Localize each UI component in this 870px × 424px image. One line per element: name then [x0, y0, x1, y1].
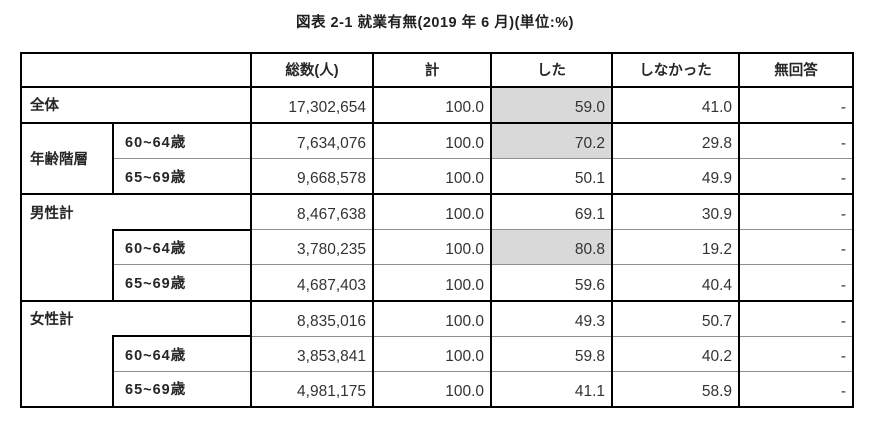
cell-total: 3,853,841: [250, 335, 373, 372]
cell-total: 17,302,654: [250, 85, 373, 123]
cell-kei: 100.0: [372, 85, 491, 123]
table-row-female-65-69: 65~69歳 4,981,175 100.0 41.1 58.9 -: [21, 370, 853, 407]
cell-noanswer: -: [738, 193, 853, 230]
cell-did: 41.1: [490, 370, 612, 407]
table-title: 図表 2-1 就業有無(2019 年 6 月)(単位:%): [296, 15, 574, 31]
group-spacer-female: [21, 336, 113, 407]
cell-did: 69.1: [490, 193, 612, 230]
table-row-male-65-69: 65~69歳 4,687,403 100.0 59.6 40.4 -: [21, 264, 853, 301]
cell-did-highlighted: 70.2: [490, 121, 612, 159]
cell-kei: 100.0: [372, 370, 491, 407]
cell-kei: 100.0: [372, 229, 491, 265]
cell-noanswer: -: [738, 264, 853, 301]
header-row: 総数(人) 計 した しなかった 無回答: [21, 53, 853, 87]
header-did: した: [490, 53, 612, 87]
header-total: 総数(人): [250, 53, 373, 87]
cell-did: 49.3: [490, 299, 612, 337]
cell-did-highlighted: 59.0: [490, 85, 612, 123]
table-row-male-60-64: 60~64歳 3,780,235 100.0 80.8 19.2 -: [21, 228, 853, 265]
header-label: [21, 53, 251, 87]
cell-noanswer: -: [738, 335, 853, 372]
row-label: 全体: [21, 85, 251, 123]
cell-didnot: 41.0: [611, 85, 739, 123]
cell-total: 8,467,638: [250, 193, 373, 230]
table-row-age65-69: 65~69歳 9,668,578 100.0 50.1 49.9 -: [21, 158, 853, 195]
table-row-male-total: 男性計 8,467,638 100.0 69.1 30.9 -: [21, 193, 853, 230]
cell-kei: 100.0: [372, 299, 491, 337]
cell-did: 50.1: [490, 158, 612, 195]
cell-total: 4,687,403: [250, 264, 373, 301]
table-row-age60-64: 年齢階層 60~64歳 7,634,076 100.0 70.2 29.8 -: [21, 121, 853, 195]
cell-didnot: 50.7: [611, 299, 739, 337]
cell-noanswer: -: [738, 121, 853, 159]
row-label: 65~69歳: [112, 264, 251, 301]
cell-total: 7,634,076: [250, 121, 373, 159]
cell-kei: 100.0: [372, 264, 491, 301]
cell-did: 59.6: [490, 264, 612, 301]
cell-noanswer: -: [738, 158, 853, 195]
cell-didnot: 19.2: [611, 229, 739, 265]
cell-kei: 100.0: [372, 335, 491, 372]
cell-total: 9,668,578: [250, 158, 373, 195]
header-kei: 計: [372, 53, 491, 87]
cell-noanswer: -: [738, 85, 853, 123]
cell-kei: 100.0: [372, 193, 491, 230]
row-label: 65~69歳: [112, 370, 251, 407]
row-label: 60~64歳: [112, 121, 251, 159]
row-label: 60~64歳: [112, 228, 251, 265]
table-row-female-total: 女性計 8,835,016 100.0 49.3 50.7 -: [21, 299, 853, 337]
cell-didnot: 29.8: [611, 121, 739, 159]
cell-total: 8,835,016: [250, 299, 373, 337]
cell-noanswer: -: [738, 299, 853, 337]
header-noanswer: 無回答: [738, 53, 853, 87]
cell-didnot: 40.4: [611, 264, 739, 301]
group-label-age: 年齢階層: [21, 121, 113, 195]
cell-noanswer: -: [738, 370, 853, 407]
row-label: 65~69歳: [112, 158, 251, 195]
cell-did-highlighted: 80.8: [490, 229, 612, 265]
cell-kei: 100.0: [372, 121, 491, 159]
table-row-female-60-64: 60~64歳 3,853,841 100.0 59.8 40.2 -: [21, 335, 853, 372]
cell-total: 3,780,235: [250, 229, 373, 265]
cell-kei: 100.0: [372, 158, 491, 195]
group-spacer-male: [21, 230, 113, 301]
cell-didnot: 49.9: [611, 158, 739, 195]
cell-total: 4,981,175: [250, 370, 373, 407]
row-label: 女性計: [21, 299, 251, 337]
table-row-zentai: 全体 17,302,654 100.0 59.0 41.0 -: [21, 85, 853, 123]
row-label: 男性計: [21, 193, 251, 230]
cell-did: 59.8: [490, 335, 612, 372]
cell-didnot: 58.9: [611, 370, 739, 407]
cell-noanswer: -: [738, 229, 853, 265]
cell-didnot: 40.2: [611, 335, 739, 372]
header-didnot: しなかった: [611, 53, 739, 87]
row-label: 60~64歳: [112, 335, 251, 372]
employment-table: 総数(人) 計 した しなかった 無回答 全体 17,302,654 100.0…: [20, 52, 854, 408]
cell-didnot: 30.9: [611, 193, 739, 230]
